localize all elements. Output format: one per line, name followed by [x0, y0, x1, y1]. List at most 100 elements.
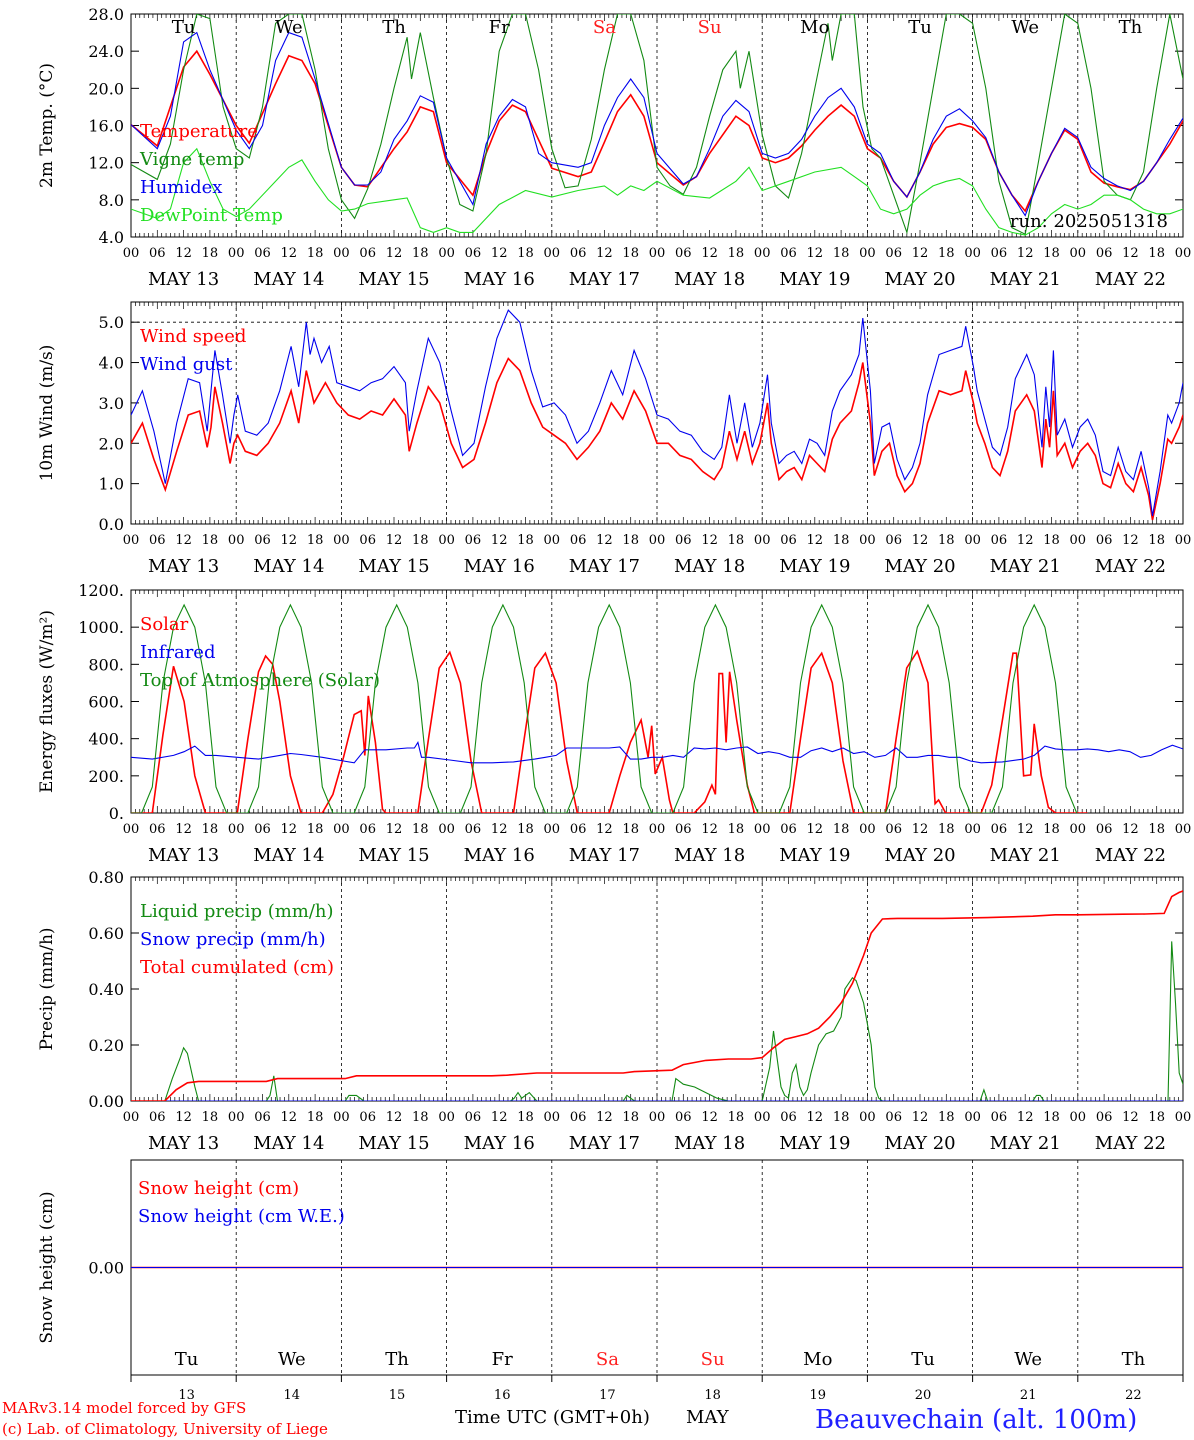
y-tick-label: 0.60	[88, 924, 124, 943]
hour-tick-label: 00	[438, 246, 455, 261]
legend-entry: DewPoint Temp	[140, 205, 283, 226]
series-line-3	[131, 603, 1078, 813]
hour-tick-label: 06	[780, 822, 797, 837]
y-tick-label: 3.0	[99, 394, 124, 413]
day-number: 19	[810, 1388, 827, 1403]
hour-tick-label: 12	[807, 1110, 824, 1125]
hour-tick-label: 12	[281, 246, 298, 261]
hour-tick-label: 06	[570, 533, 587, 548]
hour-tick-label: 18	[833, 822, 850, 837]
y-tick-label: 12.0	[88, 154, 124, 173]
date-label: MAY 13	[148, 845, 219, 866]
y-tick-label: 2.0	[99, 434, 124, 453]
hour-tick-label: 00	[333, 246, 350, 261]
hour-tick-label: 06	[780, 1110, 797, 1125]
hour-tick-label: 18	[938, 246, 955, 261]
y-tick-label: 0.0	[99, 515, 124, 534]
hour-tick-label: 18	[412, 822, 429, 837]
hour-tick-label: 12	[386, 1110, 403, 1125]
y-axis-label: 10m Wind (m/s)	[37, 345, 57, 482]
y-tick-label: 20.0	[88, 79, 124, 98]
hour-tick-label: 06	[675, 1110, 692, 1125]
hour-tick-label: 00	[859, 822, 876, 837]
hour-tick-label: 18	[1148, 822, 1165, 837]
day-number: 18	[704, 1388, 721, 1403]
hour-tick-label: 12	[386, 822, 403, 837]
day-name: Th	[1119, 17, 1143, 38]
y-axis-label: Precip (mm/h)	[37, 927, 57, 1050]
y-tick-label: 0.40	[88, 980, 124, 999]
hour-tick-label: 06	[254, 246, 271, 261]
hour-tick-label: 00	[649, 822, 666, 837]
hour-tick-label: 06	[780, 533, 797, 548]
y-tick-label: 5.0	[99, 313, 124, 332]
hour-tick-label: 00	[649, 246, 666, 261]
hour-tick-label: 12	[1122, 1110, 1139, 1125]
hour-tick-label: 18	[728, 246, 745, 261]
hour-tick-label: 12	[175, 533, 192, 548]
hour-tick-label: 00	[1070, 246, 1087, 261]
hour-tick-label: 00	[649, 533, 666, 548]
date-label: MAY 20	[884, 556, 955, 577]
hour-tick-label: 12	[1017, 246, 1034, 261]
y-tick-label: 24.0	[88, 42, 124, 61]
hour-tick-label: 18	[833, 246, 850, 261]
series-line-2	[131, 309, 1183, 516]
hour-tick-label: 18	[517, 246, 534, 261]
hour-tick-label: 06	[991, 246, 1008, 261]
month-label: MAY	[686, 1407, 730, 1428]
hour-tick-label: 00	[228, 246, 245, 261]
hour-tick-label: 12	[807, 822, 824, 837]
hour-tick-label: 12	[807, 533, 824, 548]
date-label: MAY 22	[1095, 556, 1166, 577]
date-label: MAY 17	[569, 1133, 640, 1154]
hour-tick-label: 06	[465, 246, 482, 261]
y-tick-label: 1.0	[99, 475, 124, 494]
day-number: 20	[915, 1388, 932, 1403]
day-name: We	[1014, 1349, 1042, 1370]
hour-tick-label: 00	[228, 822, 245, 837]
run-annotation: run: 2025051318	[1010, 211, 1168, 232]
date-label: MAY 15	[358, 845, 429, 866]
hour-tick-label: 00	[333, 1110, 350, 1125]
series-line-3	[131, 890, 1183, 1101]
hour-tick-label: 06	[149, 1110, 166, 1125]
day-name: Su	[698, 17, 722, 38]
date-label: MAY 19	[779, 845, 850, 866]
hour-tick-label: 00	[964, 533, 981, 548]
hour-tick-label: 12	[281, 822, 298, 837]
hour-tick-label: 00	[754, 246, 771, 261]
hour-tick-label: 00	[964, 246, 981, 261]
hour-tick-label: 12	[386, 533, 403, 548]
date-label: MAY 14	[253, 556, 324, 577]
hour-tick-label: 00	[964, 822, 981, 837]
hour-tick-label: 18	[517, 1110, 534, 1125]
hour-tick-label: 12	[701, 1110, 718, 1125]
legend-entry: Top of Atmosphere (Solar)	[140, 670, 380, 691]
hour-tick-label: 12	[386, 246, 403, 261]
hour-tick-label: 18	[938, 822, 955, 837]
hour-tick-label: 18	[1043, 533, 1060, 548]
y-tick-label: 400.	[88, 730, 124, 749]
legend-entry: Liquid precip (mm/h)	[140, 901, 334, 922]
hour-tick-label: 06	[675, 822, 692, 837]
hour-tick-label: 06	[465, 822, 482, 837]
day-name: Sa	[596, 1349, 619, 1370]
day-name: Th	[385, 1349, 409, 1370]
day-name: Tu	[908, 17, 932, 38]
hour-tick-label: 12	[1122, 533, 1139, 548]
hour-tick-label: 18	[412, 533, 429, 548]
hour-tick-label: 18	[1148, 533, 1165, 548]
date-label: MAY 17	[569, 269, 640, 290]
hour-tick-label: 06	[254, 822, 271, 837]
date-label: MAY 18	[674, 556, 745, 577]
hour-tick-label: 00	[123, 1110, 140, 1125]
hour-tick-label: 18	[517, 822, 534, 837]
hour-tick-label: 12	[596, 246, 613, 261]
date-label: MAY 13	[148, 1133, 219, 1154]
hour-tick-label: 06	[1096, 822, 1113, 837]
day-number: 17	[599, 1388, 616, 1403]
day-number: 13	[178, 1388, 195, 1403]
y-tick-label: 800.	[88, 655, 124, 674]
